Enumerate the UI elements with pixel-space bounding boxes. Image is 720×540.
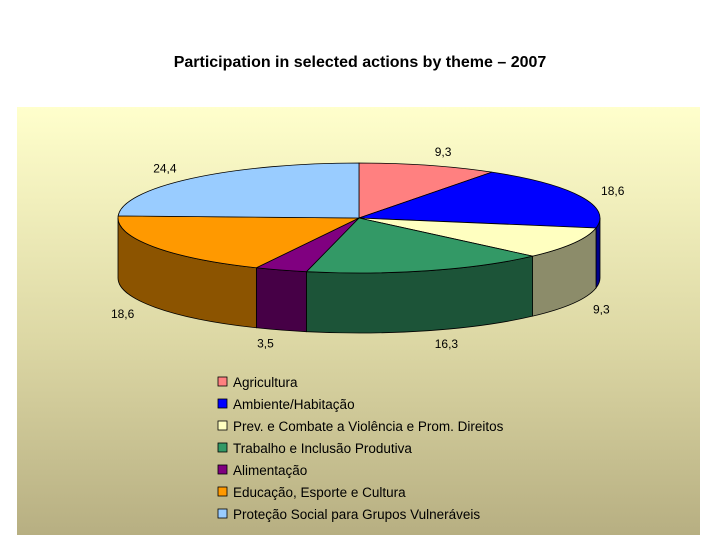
slice-value-label-6: 24,4 — [153, 161, 177, 175]
pie-slice-6 — [117, 162, 360, 219]
slice-value-label-2: 9,3 — [593, 303, 610, 317]
slice-value-label-5: 18,6 — [111, 307, 135, 321]
legend: Agricultura Ambiente/Habitação Prev. e Com… — [217, 375, 504, 522]
pie-slice-0 — [358, 162, 493, 219]
slice-value-label-3: 16,3 — [435, 337, 459, 351]
legend-label-1: Ambiente/Habitação — [233, 397, 355, 412]
legend-swatch-5 — [217, 486, 228, 497]
legend-swatch-1 — [217, 398, 228, 409]
pie-slice-1 — [358, 171, 601, 229]
legend-label-3: Trabalho e Inclusão Produtiva — [233, 441, 412, 456]
pie-side-1 — [595, 217, 601, 290]
legend-swatch-0 — [217, 376, 228, 387]
legend-label-2: Prev. e Combate a Violência e Prom. Dire… — [233, 419, 504, 434]
legend-swatch-6 — [217, 508, 228, 519]
slice-value-label-4: 3,5 — [257, 336, 274, 350]
legend-label-6: Proteção Social para Grupos Vulneráveis — [233, 507, 480, 522]
slice-value-label-1: 18,6 — [601, 184, 625, 198]
legend-label-0: Agricultura — [233, 375, 298, 390]
pie-slice-3 — [305, 217, 533, 274]
legend-swatch-3 — [217, 442, 228, 453]
pie-slice-5 — [117, 215, 360, 269]
legend-label-5: Educação, Esporte e Cultura — [233, 485, 406, 500]
chart-title: Participation in selected actions by the… — [173, 54, 547, 71]
legend-label-4: Alimentação — [233, 463, 307, 478]
legend-swatch-2 — [217, 420, 228, 431]
slice-value-label-0: 9,3 — [435, 145, 452, 159]
pie-slice-2 — [358, 217, 597, 257]
legend-swatch-4 — [217, 464, 228, 475]
pie-side-4 — [255, 267, 307, 333]
